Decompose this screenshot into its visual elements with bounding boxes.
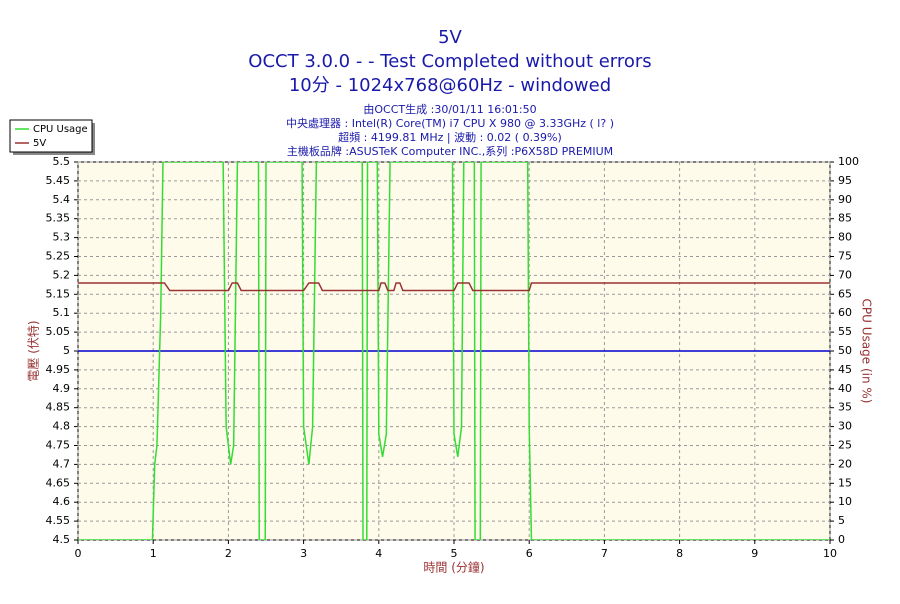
legend-box xyxy=(9,119,93,153)
y-tick-label: 4.65 xyxy=(46,476,71,489)
y2-tick-label: 25 xyxy=(838,439,852,452)
x-tick-label: 5 xyxy=(451,547,458,560)
y2-tick-label: 80 xyxy=(838,231,852,244)
x-tick-label: 3 xyxy=(300,547,307,560)
chart-subtitle: 超頻 : 4199.81 MHz | 波動 : 0.02 ( 0.39%) xyxy=(338,130,562,144)
x-tick-label: 0 xyxy=(75,547,82,560)
y-tick-label: 5.15 xyxy=(46,287,71,300)
y-tick-label: 4.7 xyxy=(53,457,71,470)
y2-tick-label: 10 xyxy=(838,495,852,508)
x-tick-label: 7 xyxy=(601,547,608,560)
x-tick-label: 10 xyxy=(823,547,837,560)
legend-label: CPU Usage xyxy=(33,124,88,135)
y2-axis-label: CPU Usage (in %) xyxy=(860,299,874,404)
y-tick-label: 4.55 xyxy=(46,514,71,527)
y2-tick-label: 35 xyxy=(838,401,852,414)
y2-tick-label: 100 xyxy=(838,155,859,168)
y-tick-label: 5.25 xyxy=(46,250,71,263)
y-tick-label: 5.05 xyxy=(46,325,71,338)
y-tick-label: 4.8 xyxy=(53,420,71,433)
chart-title: 5V xyxy=(438,27,462,48)
x-tick-label: 9 xyxy=(751,547,758,560)
y-axis-label: 電壓 (伏特) xyxy=(26,320,41,381)
y2-tick-label: 70 xyxy=(838,268,852,281)
x-tick-label: 2 xyxy=(225,547,232,560)
x-tick-label: 4 xyxy=(375,547,382,560)
y2-tick-label: 50 xyxy=(838,344,852,357)
chart-title: OCCT 3.0.0 - - Test Completed without er… xyxy=(248,51,651,72)
y-tick-label: 5.2 xyxy=(53,268,71,281)
y-tick-label: 5.45 xyxy=(46,174,71,187)
y-tick-label: 5 xyxy=(63,344,70,357)
y-tick-label: 4.75 xyxy=(46,439,71,452)
chart-title: 10分 - 1024x768@60Hz - windowed xyxy=(289,75,611,96)
series-line xyxy=(78,162,830,540)
y-tick-label: 5.5 xyxy=(53,155,71,168)
y2-tick-label: 75 xyxy=(838,250,852,263)
x-tick-label: 6 xyxy=(526,547,533,560)
y2-tick-label: 40 xyxy=(838,382,852,395)
chart-subtitle: 由OCCT生成 :30/01/11 16:01:50 xyxy=(363,102,536,116)
series-line xyxy=(78,282,830,292)
y-tick-label: 5.3 xyxy=(53,231,71,244)
y2-tick-label: 30 xyxy=(838,420,852,433)
y-tick-label: 4.5 xyxy=(53,533,71,546)
y-tick-label: 4.85 xyxy=(46,401,71,414)
x-tick-label: 8 xyxy=(676,547,683,560)
y-tick-label: 5.1 xyxy=(53,306,71,319)
y2-tick-label: 90 xyxy=(838,193,852,206)
y2-tick-label: 65 xyxy=(838,287,852,300)
y-tick-label: 5.4 xyxy=(53,193,71,206)
y2-tick-label: 0 xyxy=(838,533,845,546)
y-tick-label: 4.6 xyxy=(53,495,71,508)
x-tick-label: 1 xyxy=(150,547,157,560)
y2-tick-label: 60 xyxy=(838,306,852,319)
y2-tick-label: 85 xyxy=(838,212,852,225)
chart-subtitle: 主機板品牌 :ASUSTeK Computer INC.,系列 :P6X58D … xyxy=(287,144,613,158)
y2-tick-label: 5 xyxy=(838,514,845,527)
legend-label: 5V xyxy=(33,138,46,149)
plot-lines xyxy=(78,162,830,540)
y2-tick-label: 55 xyxy=(838,325,852,338)
y2-tick-label: 20 xyxy=(838,457,852,470)
y-tick-label: 4.9 xyxy=(53,382,71,395)
y2-tick-label: 15 xyxy=(838,476,852,489)
chart-subtitle: 中央處理器 : Intel(R) Core(TM) i7 CPU X 980 @… xyxy=(286,116,614,130)
y-tick-label: 4.95 xyxy=(46,363,71,376)
y2-tick-label: 45 xyxy=(838,363,852,376)
y-tick-label: 5.35 xyxy=(46,212,71,225)
y2-tick-label: 95 xyxy=(838,174,852,187)
x-axis-label: 時間 (分鐘) xyxy=(423,560,484,575)
